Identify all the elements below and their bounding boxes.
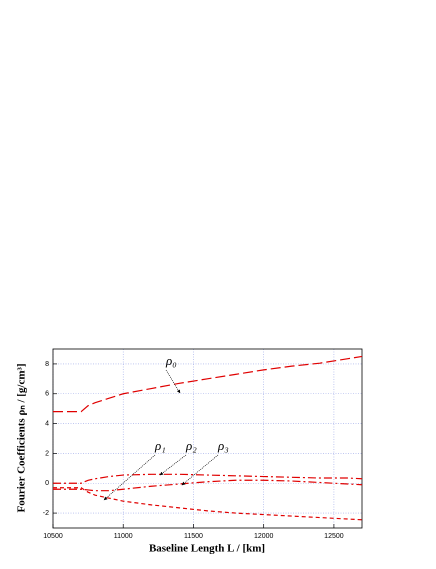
annotation-arrow (159, 454, 187, 476)
y-tick-label: 8 (45, 361, 49, 368)
plot-frame (52, 348, 363, 529)
y-tick-label: -2 (43, 510, 49, 517)
y-tick-label: 0 (45, 480, 49, 487)
x-tick-label: 11000 (114, 533, 133, 540)
annotation-arrow (165, 369, 181, 394)
x-tick-label: 12000 (254, 533, 274, 540)
y-tick-label: 2 (45, 450, 49, 457)
y-axis-label: Fourier Coefficients ρₙ / [g/cm³] (16, 364, 28, 513)
series-label: ρ₃ (217, 438, 229, 453)
annotation-arrow (181, 454, 219, 486)
x-axis-label: Baseline Length L / [km] (149, 543, 265, 555)
annotation-arrow (103, 454, 156, 501)
line (53, 473, 363, 484)
x-tick-label: 11500 (184, 533, 203, 540)
line (53, 355, 363, 413)
series-label: ρ₂ (185, 438, 197, 453)
x-tick-label: 12500 (324, 533, 344, 540)
x-tick-label: 10500 (43, 533, 63, 540)
line (53, 487, 363, 521)
series-label: ρ₁ (154, 438, 166, 453)
line (53, 479, 363, 492)
y-tick-label: 4 (45, 420, 49, 427)
y-tick-label: 6 (45, 391, 49, 398)
series-label: ρ₀ (165, 353, 177, 368)
